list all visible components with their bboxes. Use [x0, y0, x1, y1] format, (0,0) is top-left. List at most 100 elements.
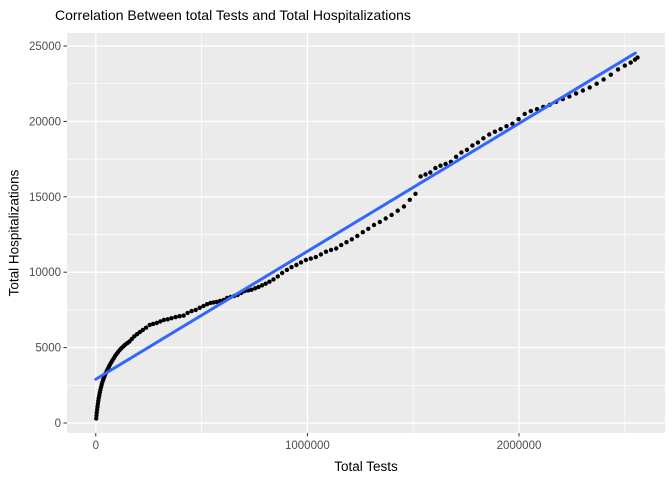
data-point	[594, 81, 599, 86]
y-tick-label: 25000	[29, 41, 61, 53]
data-point	[423, 172, 428, 177]
data-point	[249, 287, 254, 292]
data-point	[214, 299, 219, 305]
data-point	[635, 55, 640, 60]
data-point	[504, 124, 509, 129]
data-point	[177, 314, 182, 319]
x-tick-label: 1000000	[285, 440, 330, 452]
data-point	[197, 305, 202, 310]
data-point	[344, 240, 349, 245]
data-point	[470, 143, 475, 148]
data-point	[371, 222, 377, 228]
y-tick-label: 15000	[29, 192, 61, 204]
data-point	[165, 317, 170, 322]
data-point	[492, 129, 498, 134]
data-point	[275, 274, 280, 279]
data-point	[587, 85, 592, 90]
y-tick-label: 5000	[35, 343, 61, 355]
data-point	[608, 72, 613, 77]
tick-labels: 0 1000000 2000000 0 5000 10000 15000 20000 25000	[29, 41, 541, 452]
data-point	[413, 191, 418, 196]
data-point	[173, 314, 178, 320]
data-point	[256, 284, 261, 290]
tick-marks	[63, 45, 520, 437]
data-point	[154, 320, 159, 326]
data-point	[349, 237, 354, 242]
data-point	[323, 249, 329, 254]
data-point	[522, 111, 527, 117]
data-point	[252, 286, 258, 291]
data-point	[355, 233, 360, 239]
data-point	[158, 319, 163, 324]
data-point	[428, 170, 433, 175]
data-point	[193, 307, 198, 313]
y-tick-label: 0	[55, 418, 61, 430]
data-point	[407, 197, 412, 202]
data-point	[567, 94, 572, 99]
data-point	[313, 254, 318, 260]
data-point	[401, 204, 407, 209]
data-point	[377, 219, 382, 225]
data-point	[418, 174, 423, 179]
data-point	[383, 216, 388, 221]
data-point	[443, 161, 448, 167]
data-point	[395, 208, 400, 213]
data-point	[580, 88, 586, 93]
data-point	[289, 265, 294, 270]
data-point	[185, 310, 190, 316]
data-point	[161, 317, 167, 323]
data-point	[528, 108, 533, 114]
data-point	[143, 325, 149, 330]
data-point	[573, 91, 579, 96]
major-gridlines	[67, 33, 665, 433]
x-axis-title: Total Tests	[334, 459, 398, 474]
data-point	[516, 116, 521, 122]
data-point	[263, 281, 268, 286]
data-point	[339, 242, 344, 248]
data-point	[628, 60, 633, 65]
data-point	[481, 136, 486, 141]
data-point	[438, 163, 443, 168]
data-point	[298, 260, 304, 265]
data-point	[360, 230, 365, 235]
data-point	[366, 226, 371, 231]
data-point	[150, 321, 156, 327]
data-point	[284, 267, 290, 273]
data-point	[622, 63, 627, 68]
data-point	[204, 302, 210, 307]
panel-background	[67, 33, 665, 433]
x-tick-label: 2000000	[497, 440, 542, 452]
y-tick-label: 20000	[29, 116, 61, 128]
data-point	[487, 132, 492, 137]
data-point	[601, 77, 606, 82]
plot-title: Correlation Between total Tests and Tota…	[55, 7, 411, 23]
data-point	[498, 127, 503, 132]
y-axis-title: Total Hospitalizations	[6, 169, 22, 297]
minor-gridlines	[67, 33, 665, 433]
y-tick-label: 10000	[29, 267, 61, 279]
data-point	[303, 257, 309, 263]
data-point	[189, 308, 194, 314]
data-point	[433, 165, 438, 171]
data-point	[140, 327, 145, 333]
data-point	[147, 322, 152, 328]
data-point	[334, 246, 339, 251]
data-point	[389, 212, 394, 218]
data-point	[201, 303, 206, 309]
x-tick-label: 0	[93, 440, 99, 452]
data-point	[464, 147, 470, 152]
data-point	[280, 270, 285, 276]
trend-line	[94, 51, 637, 381]
data-point	[475, 140, 481, 145]
data-point	[294, 262, 299, 268]
data-point	[453, 154, 459, 159]
data-point	[271, 277, 276, 282]
data-point	[459, 150, 464, 155]
data-point	[328, 247, 334, 253]
data-point	[318, 252, 324, 257]
data-point	[267, 279, 272, 284]
data-point	[169, 316, 174, 321]
data-point	[510, 121, 515, 126]
data-point	[308, 256, 313, 261]
